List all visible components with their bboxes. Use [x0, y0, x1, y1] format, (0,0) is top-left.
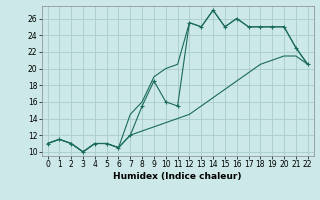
- X-axis label: Humidex (Indice chaleur): Humidex (Indice chaleur): [113, 172, 242, 181]
